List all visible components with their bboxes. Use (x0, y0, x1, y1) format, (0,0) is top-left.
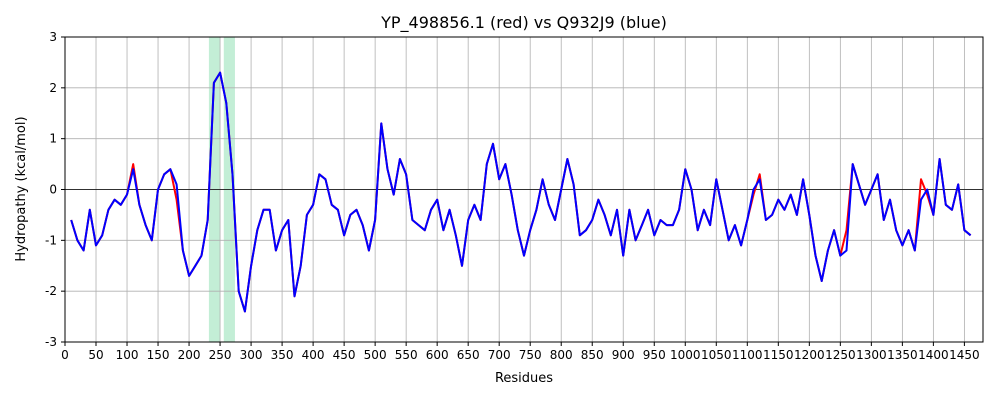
x-tick-label: 1300 (856, 348, 887, 362)
x-tick-label: 300 (240, 348, 263, 362)
chart-title: YP_498856.1 (red) vs Q932J9 (blue) (380, 13, 667, 33)
x-tick-label: 700 (488, 348, 511, 362)
x-tick-label: 250 (209, 348, 232, 362)
y-tick-label: 0 (49, 183, 57, 197)
x-tick-label: 1350 (887, 348, 918, 362)
x-tick-label: 750 (519, 348, 542, 362)
y-tick-label: -1 (45, 233, 57, 247)
x-tick-label: 450 (333, 348, 356, 362)
x-tick-label: 400 (302, 348, 325, 362)
series-line (70, 71, 972, 313)
x-tick-label: 600 (426, 348, 449, 362)
y-tick-label: -2 (45, 284, 57, 298)
x-tick-label: 150 (147, 348, 170, 362)
x-tick-label: 1250 (825, 348, 856, 362)
x-axis-label: Residues (495, 371, 553, 386)
x-tick-label: 1050 (701, 348, 732, 362)
x-tick-label: 350 (271, 348, 294, 362)
x-tick-label: 650 (457, 348, 480, 362)
x-tick-label: 100 (116, 348, 139, 362)
x-tick-label: 1100 (732, 348, 763, 362)
x-tick-label: 50 (88, 348, 103, 362)
x-tick-label: 200 (178, 348, 201, 362)
series-line (70, 71, 972, 313)
x-tick-label: 800 (550, 348, 573, 362)
y-tick-label: 2 (49, 81, 57, 95)
x-tick-label: 550 (395, 348, 418, 362)
y-tick-label: 3 (49, 30, 57, 44)
y-axis-label: Hydropathy (kcal/mol) (14, 116, 29, 261)
x-tick-label: 500 (364, 348, 387, 362)
y-tick-label: 1 (49, 132, 57, 146)
x-tick-label: 0 (61, 348, 69, 362)
x-tick-label: 1150 (763, 348, 794, 362)
x-tick-label: 900 (612, 348, 635, 362)
x-tick-label: 950 (643, 348, 666, 362)
x-tick-label: 1400 (918, 348, 949, 362)
plot-frame (64, 36, 984, 343)
x-tick-label: 1450 (949, 348, 980, 362)
y-tick-label: -3 (45, 335, 57, 349)
x-tick-label: 1000 (670, 348, 701, 362)
x-tick-label: 1200 (794, 348, 825, 362)
x-tick-label: 850 (581, 348, 604, 362)
